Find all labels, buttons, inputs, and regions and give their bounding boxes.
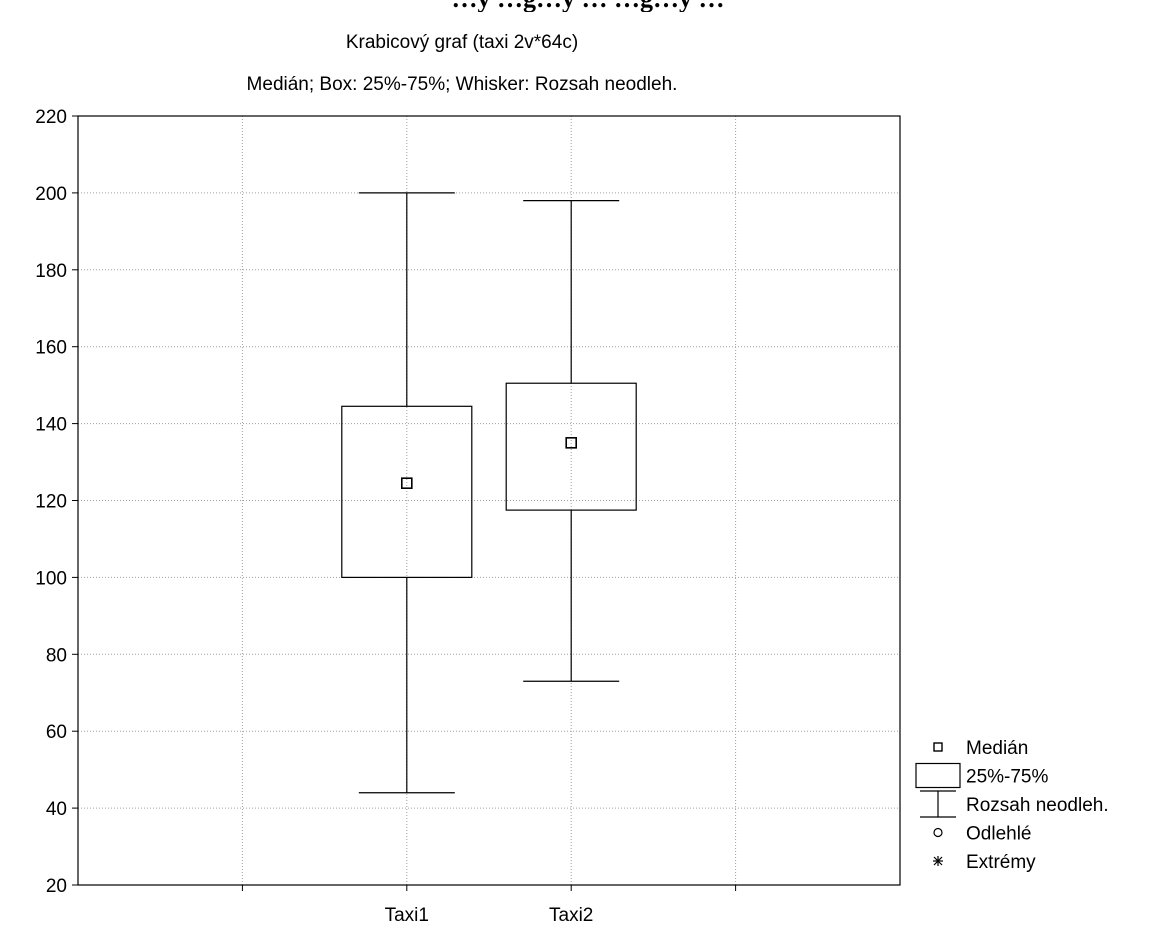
legend-box-icon bbox=[915, 762, 961, 789]
legend-asterisk-stroke bbox=[933, 856, 943, 866]
box-plot-chart: Krabicový graf (taxi 2v*64c) Medián; Box… bbox=[35, 32, 1109, 926]
legend-circle-icon bbox=[933, 827, 943, 838]
box-iqr bbox=[505, 382, 637, 511]
y-tick-label: 60 bbox=[46, 722, 67, 743]
legend-label: 25%-75% bbox=[966, 767, 1048, 788]
cut-off-heading-text: …y …g…y … …g…y … bbox=[0, 0, 1176, 12]
median-marker bbox=[565, 437, 578, 449]
y-tick-label: 80 bbox=[46, 645, 67, 666]
legend-item-median-square: Medián bbox=[933, 738, 1028, 759]
y-tick-label: 180 bbox=[35, 261, 67, 282]
legend: Medián 25%-75% Rozsah neodleh. Odlehlé Extré… bbox=[915, 738, 1109, 873]
x-tick-label: Taxi2 bbox=[549, 905, 593, 926]
y-tick-label: 100 bbox=[35, 568, 67, 589]
y-tick-label: 40 bbox=[46, 799, 67, 820]
y-tick-label: 160 bbox=[35, 338, 67, 359]
x-tick-label: Taxi1 bbox=[385, 905, 429, 926]
box-taxi1 bbox=[341, 192, 473, 794]
y-tick-label: 140 bbox=[35, 415, 67, 436]
cut-off-heading: …y …g…y … …g…y … bbox=[0, 0, 1176, 12]
legend-label: Extrémy bbox=[966, 852, 1036, 873]
legend-item-asterisk: Extrémy bbox=[933, 852, 1036, 873]
legend-item-whisker: Rozsah neodleh. bbox=[920, 790, 1109, 818]
y-axis: 20 40 60 80 100 120 140 160 180 200 220 bbox=[35, 107, 78, 897]
y-tick-label: 20 bbox=[46, 876, 67, 897]
chart-title: Krabicový graf (taxi 2v*64c) bbox=[346, 32, 578, 53]
grid-lines bbox=[78, 116, 900, 885]
legend-label: Medián bbox=[966, 738, 1028, 759]
legend-whisker-icon bbox=[920, 790, 956, 818]
chart-subtitle: Medián; Box: 25%-75%; Whisker: Rozsah ne… bbox=[247, 74, 678, 95]
median-marker bbox=[400, 477, 413, 489]
y-tick-label: 120 bbox=[35, 492, 67, 513]
y-tick-label: 220 bbox=[35, 107, 67, 128]
legend-asterisk-icon bbox=[933, 856, 943, 866]
box-taxi2 bbox=[505, 199, 637, 682]
legend-label: Rozsah neodleh. bbox=[966, 795, 1109, 816]
legend-label: Odlehlé bbox=[966, 824, 1032, 845]
y-tick-label: 200 bbox=[35, 184, 67, 205]
legend-item-circle: Odlehlé bbox=[933, 824, 1032, 845]
box-iqr bbox=[341, 405, 473, 578]
x-axis: Taxi1 Taxi2 bbox=[241, 885, 737, 926]
legend-median-square-icon bbox=[933, 742, 943, 752]
boxes bbox=[341, 192, 637, 794]
legend-item-box: 25%-75% bbox=[915, 762, 1048, 789]
